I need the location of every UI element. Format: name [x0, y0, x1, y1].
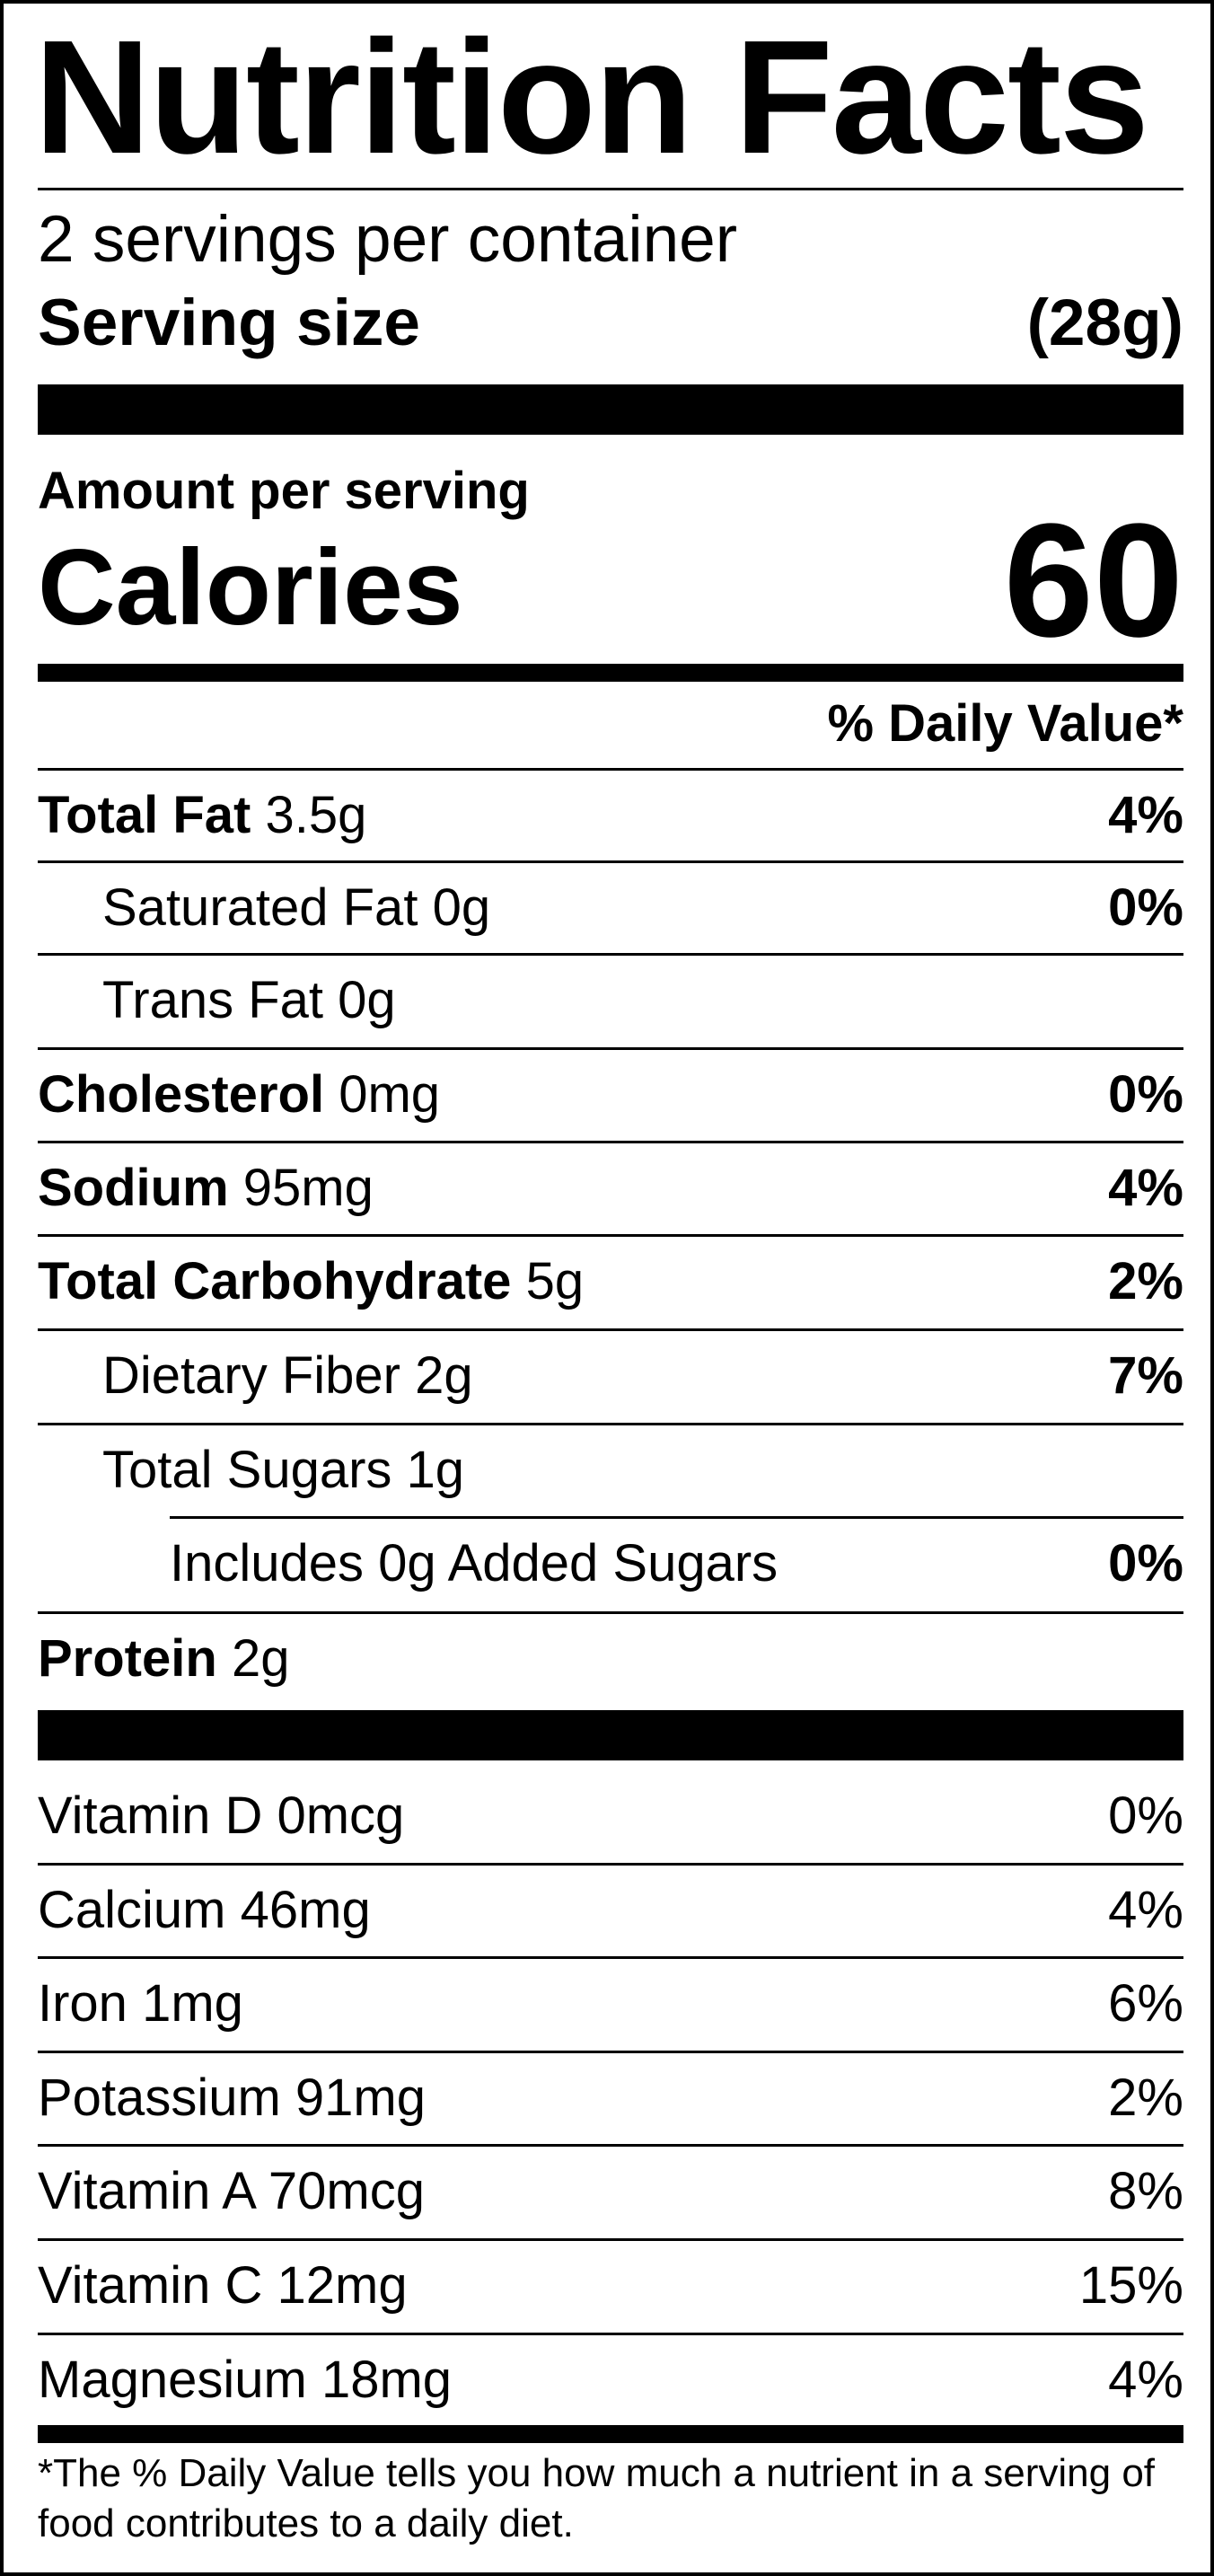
nutrient-row-saturated-fat: Saturated Fat 0g 0% — [38, 861, 1183, 953]
label-title: Nutrition Facts — [34, 7, 1149, 188]
nutrient-row-trans-fat: Trans Fat 0g — [38, 954, 1183, 1045]
divider — [38, 1328, 1183, 1331]
vitamin-name: Vitamin C — [38, 2255, 263, 2315]
vitamin-name: Magnesium — [38, 2350, 307, 2409]
nutrient-amount: 5g — [525, 1251, 585, 1310]
divider — [38, 1611, 1183, 1614]
nutrient-daily-value: 0% — [1108, 1533, 1183, 1592]
nutrient-amount: 0g — [338, 970, 396, 1029]
divider — [38, 1234, 1183, 1237]
vitamin-row-magnesium: Magnesium 18mg 4% — [38, 2333, 1183, 2425]
nutrient-amount: 1g — [406, 1440, 465, 1499]
nutrient-amount: 95mg — [242, 1158, 374, 1217]
calories-label: Calories — [38, 527, 463, 648]
nutrient-amount: 2g — [231, 1628, 290, 1688]
vitamin-amount: 12mg — [277, 2255, 408, 2315]
nutrient-amount: 0g — [432, 878, 491, 937]
vitamin-daily-value: 8% — [1108, 2161, 1183, 2220]
nutrient-name: Protein — [38, 1628, 217, 1688]
vitamin-row-iron: Iron 1mg 6% — [38, 1957, 1183, 2049]
nutrient-daily-value: 0% — [1108, 878, 1183, 937]
vitamin-name: Iron — [38, 1973, 128, 2033]
vitamin-row-calcium: Calcium 46mg 4% — [38, 1864, 1183, 1955]
serving-size-row: Serving size (28g) — [38, 287, 1183, 360]
servings-per-container: 2 servings per container — [38, 203, 738, 276]
nutrient-row-dietary-fiber: Dietary Fiber 2g 7% — [38, 1329, 1183, 1421]
nutrient-amount: 2g — [415, 1345, 473, 1405]
divider-thick — [38, 384, 1183, 435]
nutrient-row-total-sugars: Total Sugars 1g — [38, 1424, 1183, 1515]
nutrient-row-protein: Protein 2g — [38, 1612, 1183, 1704]
vitamin-name: Potassium — [38, 2068, 281, 2127]
divider — [38, 860, 1183, 863]
nutrient-amount: 3.5g — [265, 785, 367, 844]
nutrient-name: Trans Fat — [102, 970, 324, 1029]
calories-row: Calories 60 — [38, 490, 1183, 671]
nutrient-daily-value: 4% — [1108, 785, 1183, 844]
divider — [38, 2238, 1183, 2241]
divider-thick — [38, 1710, 1183, 1760]
vitamin-row-vitamin-d: Vitamin D 0mcg 0% — [38, 1769, 1183, 1861]
nutrient-amount: 0mg — [339, 1064, 441, 1124]
vitamin-amount: 46mg — [240, 1880, 371, 1939]
vitamin-daily-value: 4% — [1108, 1880, 1183, 1939]
divider — [38, 1956, 1183, 1959]
nutrient-row-total-fat: Total Fat 3.5g 4% — [38, 769, 1183, 860]
nutrient-name: Total Carbohydrate — [38, 1251, 512, 1310]
divider — [38, 1863, 1183, 1866]
divider — [38, 1047, 1183, 1050]
daily-value-header: % Daily Value* — [827, 694, 1183, 753]
divider — [38, 953, 1183, 956]
vitamin-amount: 0mcg — [277, 1786, 405, 1845]
nutrient-daily-value: 0% — [1108, 1064, 1183, 1124]
divider — [38, 1423, 1183, 1425]
vitamin-row-potassium: Potassium 91mg 2% — [38, 2051, 1183, 2143]
amount-per-serving: Amount per serving — [38, 462, 530, 520]
vitamin-row-vitamin-a: Vitamin A 70mcg 8% — [38, 2145, 1183, 2236]
vitamin-daily-value: 4% — [1108, 2350, 1183, 2409]
divider-medium — [38, 2425, 1183, 2443]
nutrient-daily-value: 4% — [1108, 1158, 1183, 1217]
calories-value: 60 — [1003, 490, 1183, 671]
nutrient-row-sodium: Sodium 95mg 4% — [38, 1142, 1183, 1233]
divider-medium — [38, 664, 1183, 682]
nutrient-name: Saturated Fat — [102, 878, 418, 937]
nutrient-row-cholesterol: Cholesterol 0mg 0% — [38, 1048, 1183, 1140]
vitamin-name: Vitamin D — [38, 1786, 263, 1845]
vitamin-daily-value: 15% — [1078, 2255, 1183, 2315]
footnote: *The % Daily Value tells you how much a … — [38, 2451, 1156, 2545]
vitamin-amount: 70mcg — [268, 2161, 425, 2220]
divider — [38, 188, 1183, 190]
nutrient-row-total-carbohydrate: Total Carbohydrate 5g 2% — [38, 1235, 1183, 1327]
divider — [38, 2333, 1183, 2335]
serving-size-value: (28g) — [1026, 287, 1183, 359]
vitamin-row-vitamin-c: Vitamin C 12mg 15% — [38, 2239, 1183, 2331]
divider — [38, 768, 1183, 771]
vitamin-name: Vitamin A — [38, 2161, 254, 2220]
vitamin-amount: 18mg — [321, 2350, 453, 2409]
nutrient-daily-value: 7% — [1108, 1345, 1183, 1405]
serving-size-label: Serving size — [38, 287, 421, 359]
divider — [170, 1516, 1183, 1519]
divider — [38, 1141, 1183, 1143]
nutrient-name: Total Fat — [38, 785, 251, 844]
nutrient-daily-value: 2% — [1108, 1251, 1183, 1310]
nutrient-name: Dietary Fiber — [102, 1345, 400, 1405]
vitamin-name: Calcium — [38, 1880, 226, 1939]
vitamin-amount: 91mg — [295, 2068, 426, 2127]
nutrient-name: Total Sugars — [102, 1440, 392, 1499]
nutrient-name: Cholesterol — [38, 1064, 325, 1124]
vitamin-amount: 1mg — [142, 1973, 243, 2033]
divider — [38, 2051, 1183, 2053]
vitamin-daily-value: 0% — [1108, 1786, 1183, 1845]
nutrient-row-added-sugars: Includes 0g Added Sugars 0% — [38, 1517, 1183, 1609]
nutrient-name: Sodium — [38, 1158, 229, 1217]
divider — [38, 2144, 1183, 2147]
vitamin-daily-value: 2% — [1108, 2068, 1183, 2127]
nutrient-name: Includes 0g Added Sugars — [170, 1533, 779, 1592]
vitamin-daily-value: 6% — [1108, 1973, 1183, 2033]
